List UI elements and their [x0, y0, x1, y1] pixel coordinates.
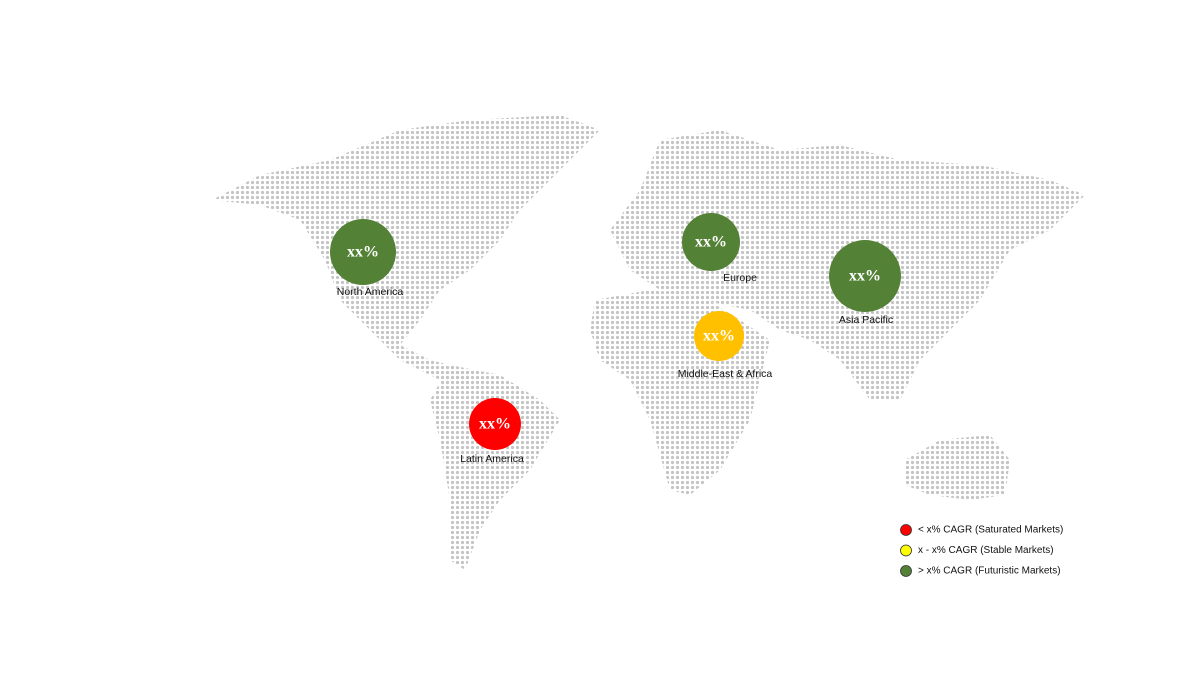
- legend-swatch: [900, 565, 912, 577]
- legend-swatch: [900, 544, 912, 557]
- region-value: xx%: [347, 244, 379, 261]
- region-label: Latin America: [460, 453, 524, 465]
- legend-label: < x% CAGR (Saturated Markets): [918, 525, 1063, 536]
- region-value: xx%: [479, 416, 511, 433]
- region-bubble: [682, 213, 740, 271]
- legend-label: x - x% CAGR (Stable Markets): [918, 545, 1054, 556]
- region-value: xx%: [849, 268, 881, 285]
- region-value: xx%: [695, 234, 727, 251]
- region-value: xx%: [703, 328, 735, 345]
- world-dots: [212, 115, 1085, 570]
- region-label: North America: [337, 286, 404, 298]
- region-bubble: [469, 398, 521, 450]
- region-label: Asia Pacific: [839, 314, 893, 326]
- north-america-land: [212, 115, 600, 385]
- region-bubble: [694, 311, 744, 361]
- region-bubble: [330, 219, 396, 285]
- region-label: Middle-East & Africa: [678, 368, 773, 380]
- legend-label: > x% CAGR (Futuristic Markets): [918, 566, 1061, 577]
- region-bubble: [829, 240, 901, 312]
- africa-land: [590, 290, 770, 495]
- australia-land: [905, 435, 1010, 500]
- legend-swatch: [900, 524, 912, 536]
- south-america-land: [430, 365, 560, 570]
- region-label: Europe: [723, 272, 757, 284]
